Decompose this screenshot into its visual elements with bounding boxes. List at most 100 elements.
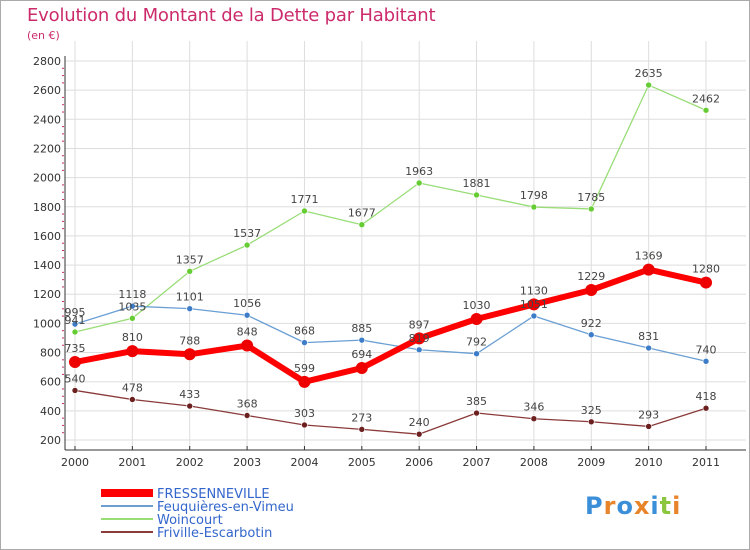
x-tick-label: 2008 (520, 456, 548, 469)
minor-tick (62, 315, 64, 317)
data-label: 1118 (118, 288, 146, 301)
minor-tick (62, 228, 64, 230)
data-point (415, 346, 423, 354)
data-label: 325 (581, 404, 602, 417)
minor-tick (62, 140, 64, 142)
minor-tick (62, 213, 64, 215)
minor-tick (62, 271, 64, 273)
data-label: 1369 (635, 250, 663, 263)
data-label: 831 (638, 330, 659, 343)
minor-tick (62, 301, 64, 303)
minor-tick (62, 126, 64, 128)
data-label: 897 (409, 318, 430, 331)
x-tick-label: 2001 (118, 456, 146, 469)
y-tick-label: 600 (40, 376, 61, 389)
minor-tick (62, 417, 64, 419)
series-line-feuqui-res-en-vimeu (74, 305, 707, 362)
minor-tick (62, 162, 64, 164)
chart-unit-label: (en €) (27, 29, 60, 42)
minor-tick (62, 242, 64, 244)
x-tick-label: 2004 (290, 456, 318, 469)
logo-letter: i (650, 492, 660, 520)
minor-tick (62, 424, 64, 426)
data-point (473, 409, 480, 417)
data-label: 1229 (577, 270, 605, 283)
data-point (241, 339, 254, 352)
data-point (298, 375, 311, 388)
data-point (129, 302, 136, 310)
minor-tick (62, 403, 64, 405)
data-label: 995 (65, 306, 86, 319)
data-label: 788 (179, 334, 200, 347)
data-label: 694 (351, 348, 372, 361)
data-point (183, 348, 196, 361)
data-label: 792 (466, 336, 487, 349)
data-label: 1280 (692, 263, 720, 276)
x-tick-label: 2007 (463, 456, 491, 469)
minor-tick (62, 133, 64, 135)
data-point (413, 332, 426, 345)
minor-tick (62, 250, 64, 251)
data-label: 418 (696, 390, 717, 403)
data-label: 273 (351, 411, 372, 424)
data-label: 740 (696, 343, 717, 356)
y-tick-label: 800 (40, 347, 61, 360)
series-line-fressenneville (74, 266, 707, 385)
data-label: 1537 (233, 227, 261, 240)
minor-tick (62, 198, 64, 200)
data-label: 1101 (176, 291, 204, 304)
data-label: 1785 (577, 191, 605, 204)
logo-letter: o (616, 492, 634, 520)
data-label: 1771 (290, 193, 318, 206)
data-point (186, 305, 194, 312)
data-point (358, 221, 366, 228)
y-tick-label: 1600 (33, 230, 61, 243)
y-tick-label: 400 (40, 405, 61, 418)
data-label: 1056 (233, 297, 261, 310)
minor-tick (62, 82, 64, 84)
minor-tick (62, 257, 64, 259)
data-point (645, 423, 652, 430)
data-point (530, 203, 538, 211)
data-label: 385 (466, 395, 487, 408)
data-point (301, 339, 308, 346)
data-label: 1357 (176, 253, 204, 266)
minor-tick (62, 111, 64, 113)
minor-tick (62, 286, 64, 288)
data-point (587, 331, 595, 339)
data-label: 346 (523, 401, 544, 414)
legend-label: Feuquières-en-Vimeu (157, 500, 294, 515)
data-label: 1963 (405, 165, 433, 178)
data-label: 848 (237, 326, 258, 339)
data-point (71, 328, 79, 336)
minor-tick (62, 104, 64, 106)
minor-tick (62, 169, 64, 171)
data-label: 599 (294, 362, 315, 375)
series-line-woincourt (74, 84, 707, 333)
minor-tick (62, 344, 64, 346)
minor-tick (62, 432, 64, 434)
data-point (415, 179, 423, 187)
minor-tick (62, 337, 64, 339)
data-label: 1035 (118, 300, 146, 313)
y-tick-label: 200 (40, 434, 61, 447)
data-label: 368 (237, 398, 258, 411)
data-label: 303 (294, 407, 315, 420)
data-label: 433 (179, 388, 200, 401)
minor-tick (62, 67, 64, 69)
data-point (243, 241, 251, 249)
minor-tick (62, 279, 64, 281)
data-point (700, 276, 712, 289)
data-label: 2635 (635, 67, 663, 80)
minor-tick (62, 184, 64, 186)
data-point (129, 314, 136, 322)
data-point (645, 81, 652, 89)
data-point (473, 191, 480, 199)
data-point (415, 430, 423, 438)
axis-layer: 200 400 600 800 1000 1200 1400 1600 1800 2000 2200… (33, 55, 746, 469)
x-tick-label: 2006 (405, 456, 433, 469)
legend: FRESSENNEVILLEFeuquières-en-VimeuWoincou… (101, 487, 294, 541)
data-point (470, 313, 483, 326)
y-tick-label: 1000 (33, 317, 61, 330)
